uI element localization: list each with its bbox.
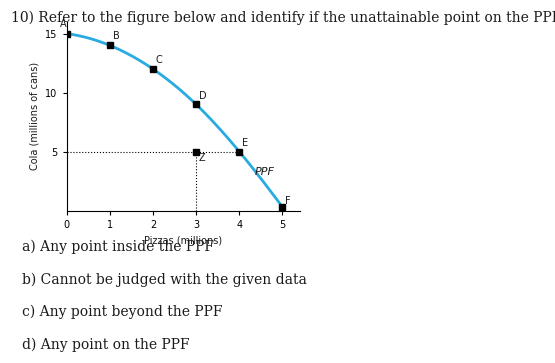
Text: D: D — [199, 91, 207, 101]
Text: F: F — [285, 196, 291, 206]
Text: a) Any point inside the PPF: a) Any point inside the PPF — [22, 240, 214, 254]
Text: d) Any point on the PPF: d) Any point on the PPF — [22, 338, 190, 352]
Y-axis label: Cola (millions of cans): Cola (millions of cans) — [29, 62, 39, 170]
Text: c) Any point beyond the PPF: c) Any point beyond the PPF — [22, 305, 223, 319]
Text: PPF: PPF — [254, 167, 274, 177]
Text: C: C — [156, 56, 163, 65]
Text: B: B — [113, 31, 119, 41]
Text: E: E — [243, 138, 249, 148]
X-axis label: Pizzas (millions): Pizzas (millions) — [144, 235, 222, 245]
Text: Z: Z — [198, 153, 205, 163]
Text: A: A — [60, 19, 67, 29]
Text: b) Cannot be judged with the given data: b) Cannot be judged with the given data — [22, 272, 307, 287]
Text: 10) Refer to the figure below and identify if the unattainable point on the PPF.: 10) Refer to the figure below and identi… — [11, 11, 555, 25]
